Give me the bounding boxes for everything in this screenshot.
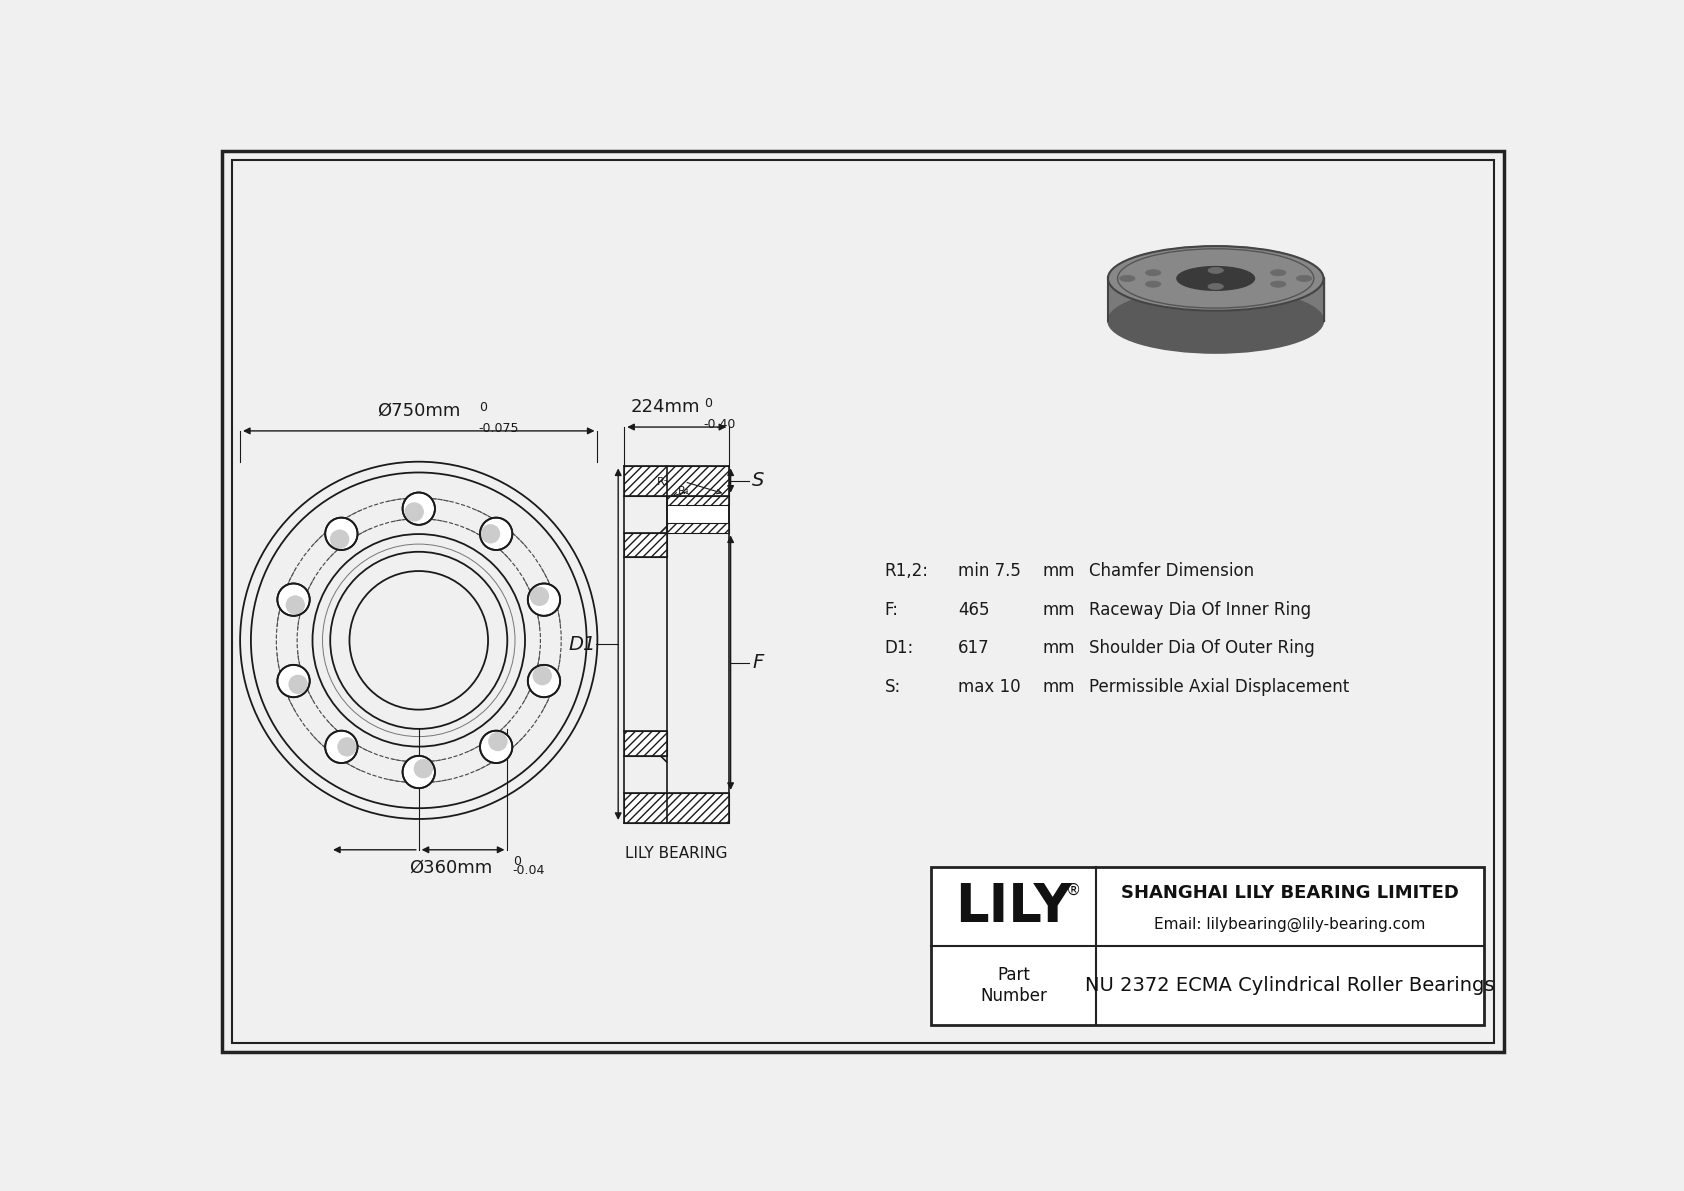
- Text: 0: 0: [478, 401, 487, 414]
- Circle shape: [278, 584, 310, 616]
- Text: F:: F:: [884, 600, 899, 618]
- Circle shape: [530, 587, 549, 606]
- Circle shape: [480, 518, 512, 550]
- Circle shape: [532, 666, 552, 685]
- Circle shape: [414, 759, 433, 779]
- Text: D1: D1: [568, 635, 596, 654]
- Ellipse shape: [1207, 283, 1223, 289]
- Text: mm: mm: [1042, 640, 1074, 657]
- Circle shape: [482, 524, 500, 543]
- Text: Email: lilybearing@lily-bearing.com: Email: lilybearing@lily-bearing.com: [1154, 916, 1426, 931]
- Text: SHANGHAI LILY BEARING LIMITED: SHANGHAI LILY BEARING LIMITED: [1122, 884, 1458, 902]
- Polygon shape: [1108, 279, 1324, 320]
- Text: ®: ®: [1066, 883, 1081, 897]
- Ellipse shape: [1297, 275, 1312, 281]
- Text: NU 2372 ECMA Cylindrical Roller Bearings: NU 2372 ECMA Cylindrical Roller Bearings: [1084, 977, 1495, 996]
- Text: Raceway Dia Of Inner Ring: Raceway Dia Of Inner Ring: [1088, 600, 1310, 618]
- Text: R₂: R₂: [657, 476, 669, 487]
- Text: R₁: R₁: [679, 486, 690, 495]
- Circle shape: [337, 737, 357, 756]
- Text: max 10: max 10: [958, 678, 1021, 696]
- Text: 465: 465: [958, 600, 989, 618]
- Text: R1,2:: R1,2:: [884, 562, 928, 580]
- Circle shape: [325, 731, 357, 763]
- Circle shape: [278, 665, 310, 697]
- Text: mm: mm: [1042, 600, 1074, 618]
- Text: 0: 0: [704, 397, 712, 410]
- Circle shape: [488, 731, 507, 752]
- Text: S:: S:: [884, 678, 901, 696]
- Ellipse shape: [1177, 267, 1255, 291]
- Text: 0: 0: [512, 855, 520, 868]
- Ellipse shape: [1207, 267, 1223, 274]
- Text: Permissible Axial Displacement: Permissible Axial Displacement: [1088, 678, 1349, 696]
- Circle shape: [480, 731, 512, 763]
- Ellipse shape: [1270, 281, 1287, 287]
- Text: 224mm: 224mm: [630, 398, 701, 417]
- Ellipse shape: [1120, 275, 1135, 281]
- Ellipse shape: [1145, 269, 1160, 276]
- Text: D1:: D1:: [884, 640, 914, 657]
- Bar: [625, 793, 729, 823]
- Text: -0.40: -0.40: [704, 418, 736, 431]
- Text: 617: 617: [958, 640, 990, 657]
- Text: LILY BEARING: LILY BEARING: [625, 846, 727, 861]
- Text: S: S: [753, 472, 765, 490]
- Bar: [931, 867, 1484, 1025]
- Text: mm: mm: [1042, 678, 1074, 696]
- Ellipse shape: [1108, 288, 1324, 353]
- Ellipse shape: [1108, 247, 1324, 311]
- Text: -0.075: -0.075: [478, 422, 519, 435]
- Text: LILY: LILY: [955, 881, 1073, 933]
- Text: mm: mm: [1042, 562, 1074, 580]
- Text: min 7.5: min 7.5: [958, 562, 1021, 580]
- Circle shape: [402, 493, 434, 525]
- Circle shape: [286, 596, 305, 615]
- Ellipse shape: [1270, 269, 1287, 276]
- Bar: [625, 466, 729, 495]
- Bar: [667, 495, 729, 532]
- Circle shape: [288, 674, 308, 694]
- Circle shape: [404, 503, 424, 522]
- Text: Ø750mm: Ø750mm: [377, 403, 460, 420]
- Bar: [667, 495, 729, 505]
- Circle shape: [330, 530, 349, 549]
- Text: F: F: [753, 653, 763, 672]
- Text: Shoulder Dia Of Outer Ring: Shoulder Dia Of Outer Ring: [1088, 640, 1315, 657]
- Circle shape: [527, 584, 561, 616]
- Text: Part
Number: Part Number: [980, 966, 1047, 1005]
- Text: -0.04: -0.04: [512, 865, 546, 878]
- Ellipse shape: [1145, 281, 1160, 287]
- Bar: [667, 523, 729, 532]
- Text: Chamfer Dimension: Chamfer Dimension: [1088, 562, 1255, 580]
- Circle shape: [402, 756, 434, 788]
- Circle shape: [527, 665, 561, 697]
- Circle shape: [325, 518, 357, 550]
- Bar: [625, 731, 667, 756]
- Text: Ø360mm: Ø360mm: [409, 859, 493, 877]
- Bar: [625, 532, 667, 557]
